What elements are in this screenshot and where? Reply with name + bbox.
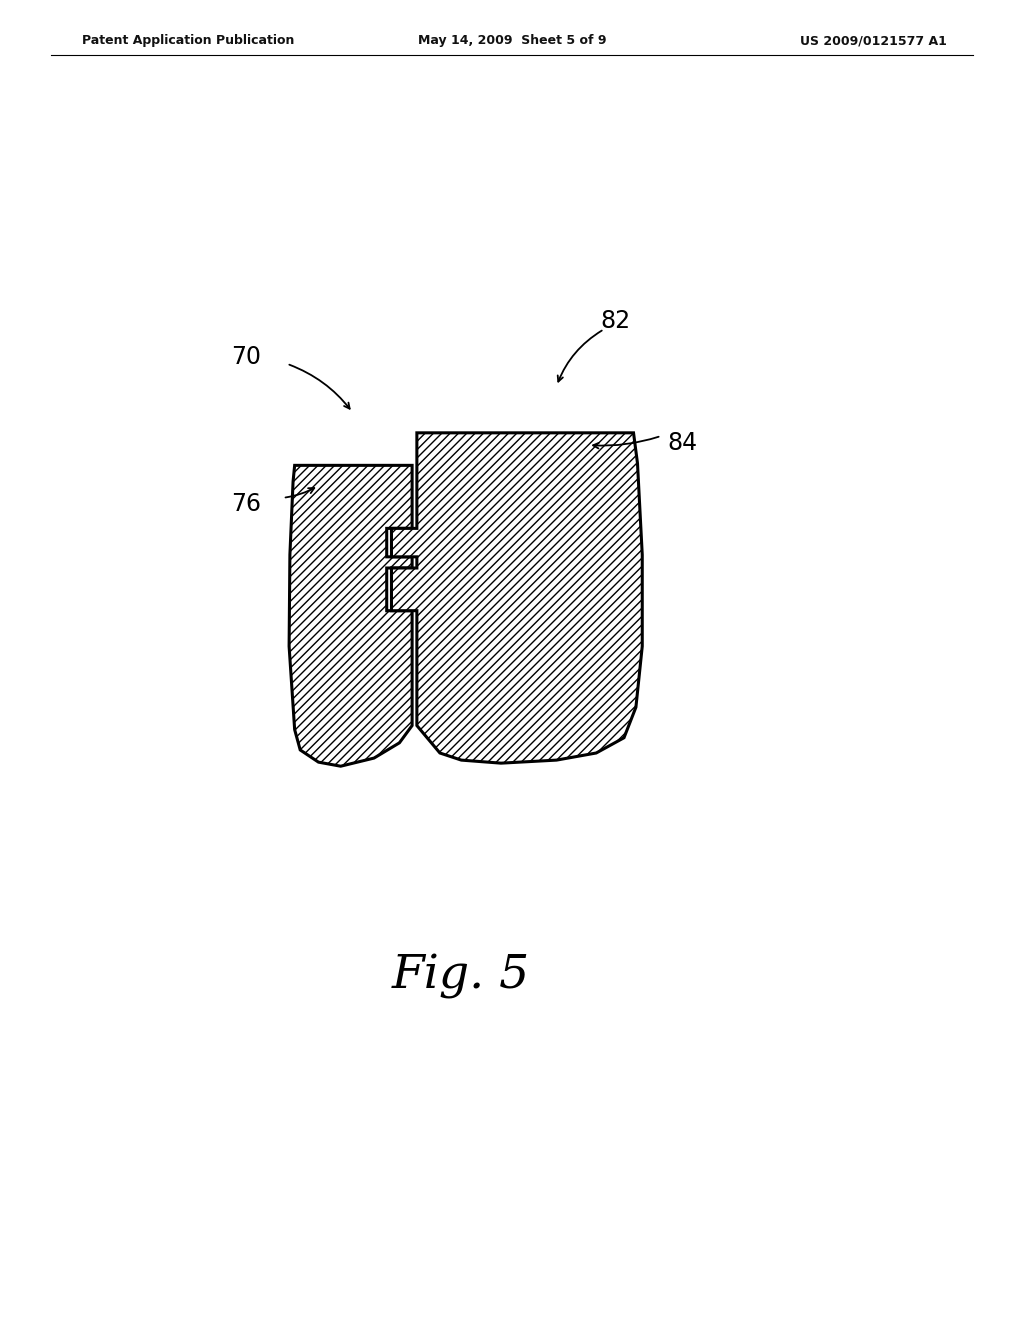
Text: Fig. 5: Fig. 5 (392, 954, 530, 999)
Text: 70: 70 (231, 345, 261, 368)
Text: 84: 84 (668, 432, 697, 455)
Text: 82: 82 (600, 309, 631, 333)
Polygon shape (391, 433, 642, 763)
Polygon shape (289, 466, 412, 766)
Text: 76: 76 (231, 492, 261, 516)
Text: US 2009/0121577 A1: US 2009/0121577 A1 (801, 34, 947, 48)
Text: May 14, 2009  Sheet 5 of 9: May 14, 2009 Sheet 5 of 9 (418, 34, 606, 48)
Text: Patent Application Publication: Patent Application Publication (82, 34, 294, 48)
